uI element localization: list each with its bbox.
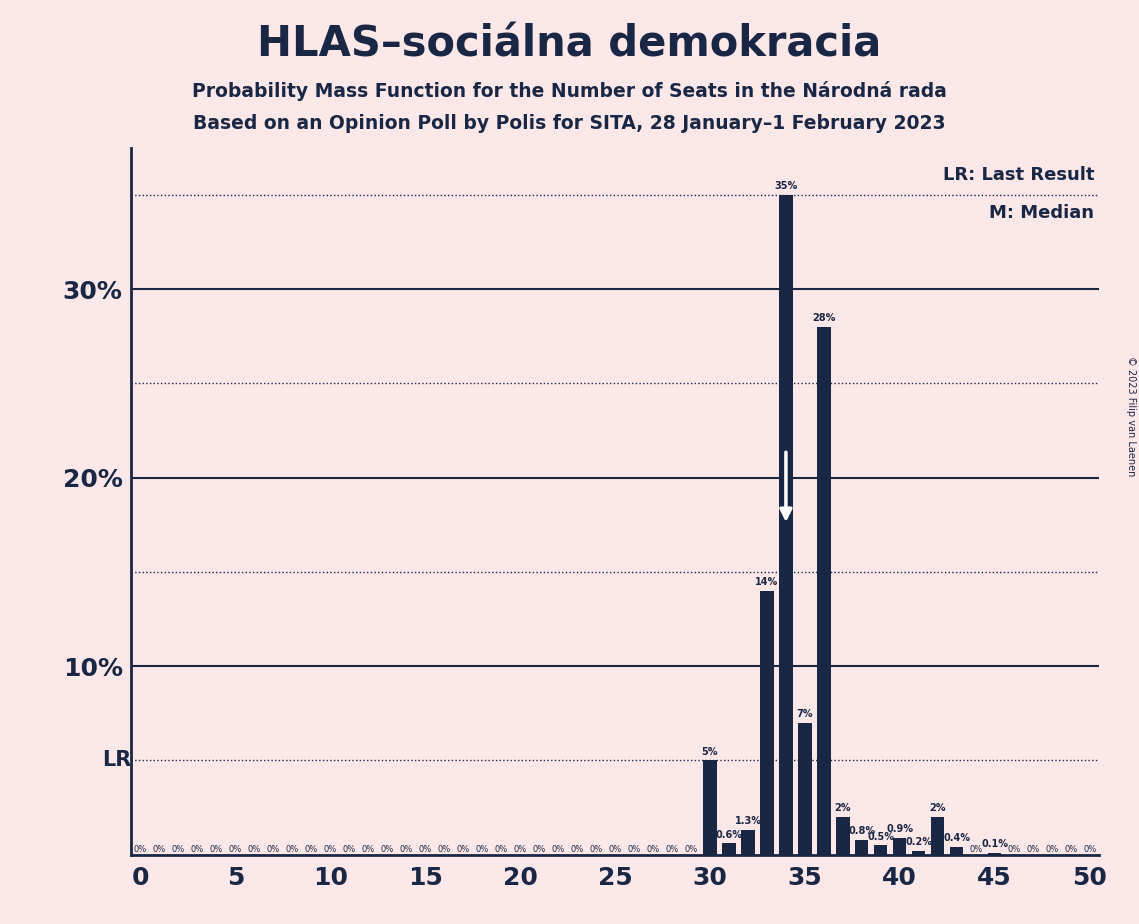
Text: © 2023 Filip van Laenen: © 2023 Filip van Laenen: [1126, 356, 1136, 476]
Text: 0%: 0%: [514, 845, 526, 854]
Bar: [741, 830, 755, 855]
Bar: [988, 853, 1001, 855]
Text: 0%: 0%: [400, 845, 412, 854]
Text: 0%: 0%: [647, 845, 659, 854]
Bar: [950, 847, 964, 855]
Bar: [703, 760, 716, 855]
Text: 28%: 28%: [812, 313, 836, 323]
Text: 0%: 0%: [457, 845, 469, 854]
Bar: [779, 195, 793, 855]
Text: 0%: 0%: [323, 845, 337, 854]
Text: 0%: 0%: [590, 845, 603, 854]
Bar: [855, 840, 869, 855]
Text: 0%: 0%: [229, 845, 241, 854]
Text: 0%: 0%: [608, 845, 622, 854]
Bar: [912, 851, 926, 855]
Text: 35%: 35%: [775, 181, 797, 191]
Text: 14%: 14%: [755, 577, 779, 587]
Text: 0.2%: 0.2%: [906, 837, 933, 847]
Text: 0%: 0%: [533, 845, 546, 854]
Text: 0%: 0%: [969, 845, 982, 854]
Text: 0%: 0%: [362, 845, 375, 854]
Text: 0%: 0%: [665, 845, 679, 854]
Bar: [818, 327, 830, 855]
Text: M: Median: M: Median: [990, 204, 1095, 223]
Text: 0%: 0%: [172, 845, 185, 854]
Text: 0%: 0%: [494, 845, 508, 854]
Text: 1.3%: 1.3%: [735, 817, 762, 826]
Bar: [932, 817, 944, 855]
Text: Based on an Opinion Poll by Polis for SITA, 28 January–1 February 2023: Based on an Opinion Poll by Polis for SI…: [194, 114, 945, 133]
Text: 0%: 0%: [1046, 845, 1058, 854]
Text: 0%: 0%: [685, 845, 697, 854]
Text: 0%: 0%: [571, 845, 583, 854]
Text: 0%: 0%: [1026, 845, 1039, 854]
Text: 0%: 0%: [286, 845, 298, 854]
Text: 0%: 0%: [343, 845, 355, 854]
Text: LR: LR: [101, 750, 131, 771]
Text: 0%: 0%: [267, 845, 280, 854]
Text: 0%: 0%: [153, 845, 166, 854]
Text: 7%: 7%: [796, 709, 813, 719]
Text: 0%: 0%: [248, 845, 261, 854]
Text: 0%: 0%: [1064, 845, 1077, 854]
Text: 0.4%: 0.4%: [943, 833, 970, 844]
Text: 0%: 0%: [1007, 845, 1021, 854]
Text: 0%: 0%: [437, 845, 451, 854]
Text: 0%: 0%: [419, 845, 432, 854]
Text: 0.8%: 0.8%: [849, 826, 876, 836]
Text: 0%: 0%: [476, 845, 489, 854]
Text: 0%: 0%: [551, 845, 565, 854]
Bar: [722, 844, 736, 855]
Text: 0%: 0%: [380, 845, 394, 854]
Text: 2%: 2%: [835, 803, 851, 813]
Bar: [836, 817, 850, 855]
Text: 5%: 5%: [702, 747, 719, 757]
Text: 2%: 2%: [929, 803, 947, 813]
Text: HLAS–sociálna demokracia: HLAS–sociálna demokracia: [257, 23, 882, 65]
Bar: [893, 838, 907, 855]
Bar: [761, 590, 773, 855]
Text: 0%: 0%: [305, 845, 318, 854]
Text: 0.6%: 0.6%: [715, 830, 743, 840]
Text: 0.9%: 0.9%: [886, 824, 913, 834]
Text: 0%: 0%: [191, 845, 204, 854]
Text: 0.5%: 0.5%: [867, 832, 894, 842]
Bar: [875, 845, 887, 855]
Bar: [798, 723, 812, 855]
Text: 0%: 0%: [210, 845, 223, 854]
Text: LR: Last Result: LR: Last Result: [943, 165, 1095, 184]
Text: 0.1%: 0.1%: [981, 839, 1008, 849]
Text: 0%: 0%: [1083, 845, 1096, 854]
Text: 0%: 0%: [134, 845, 147, 854]
Text: Probability Mass Function for the Number of Seats in the Národná rada: Probability Mass Function for the Number…: [192, 81, 947, 102]
Text: 0%: 0%: [628, 845, 640, 854]
